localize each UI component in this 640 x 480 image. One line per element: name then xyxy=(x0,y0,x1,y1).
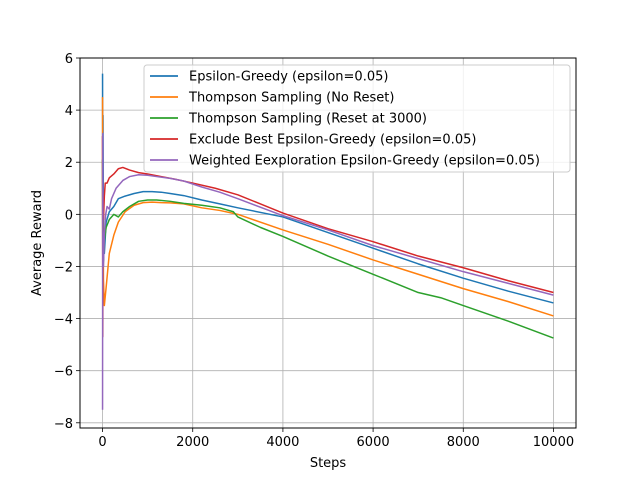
y-tick-label: −8 xyxy=(54,417,73,432)
y-tick-label: 2 xyxy=(65,156,73,171)
y-tick-label: 0 xyxy=(65,208,73,223)
y-tick-label: 6 xyxy=(65,52,73,67)
y-axis-ticks: −8 −6 −4 −2 0 2 4 6 xyxy=(54,52,80,432)
series-lines xyxy=(101,73,554,410)
y-tick-label: −2 xyxy=(54,260,73,275)
x-axis-ticks: 0 2000 4000 6000 8000 10000 xyxy=(98,428,574,450)
legend-label: Weighted Eexploration Epsilon-Greedy (ep… xyxy=(189,154,540,169)
legend: Epsilon-Greedy (epsilon=0.05) Thompson Sa… xyxy=(143,64,571,173)
legend-label: Exclude Best Epsilon-Greedy (epsilon=0.0… xyxy=(189,133,476,148)
x-tick-label: 0 xyxy=(98,435,106,450)
y-tick-label: −4 xyxy=(54,313,73,328)
x-tick-label: 2000 xyxy=(176,435,209,450)
y-tick-label: 4 xyxy=(65,104,73,119)
x-tick-label: 10000 xyxy=(533,435,574,450)
plot-frame xyxy=(79,57,577,429)
x-tick-label: 4000 xyxy=(266,435,299,450)
x-axis-label: Steps xyxy=(310,456,347,471)
x-tick-label: 8000 xyxy=(447,435,480,450)
legend-entries: Epsilon-Greedy (epsilon=0.05) Thompson Sa… xyxy=(150,70,540,169)
series-line-3 xyxy=(101,159,554,339)
legend-label: Thompson Sampling (No Reset) xyxy=(188,91,394,106)
series-line-2 xyxy=(101,97,554,317)
y-tick-label: −6 xyxy=(54,365,73,380)
legend-label: Thompson Sampling (Reset at 3000) xyxy=(188,112,427,127)
y-axis-label: Average Reward xyxy=(30,190,45,296)
series-line-4 xyxy=(101,136,554,338)
x-tick-label: 6000 xyxy=(357,435,390,450)
legend-frame xyxy=(143,64,571,173)
legend-label: Epsilon-Greedy (epsilon=0.05) xyxy=(189,70,388,85)
series-line-5 xyxy=(101,132,554,410)
